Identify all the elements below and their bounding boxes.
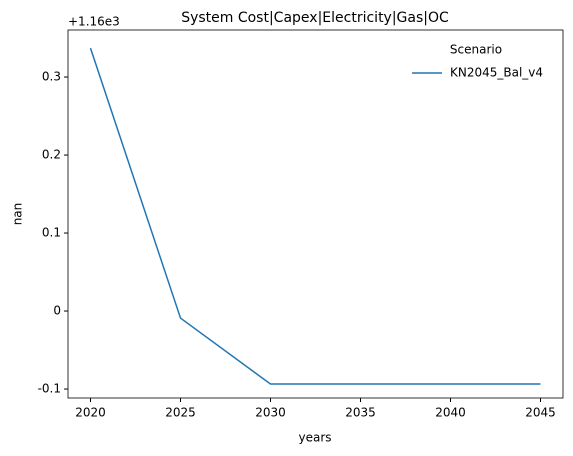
legend-label: KN2045_Bal_v4: [450, 66, 543, 80]
x-tick-label: 2025: [165, 406, 196, 420]
y-tick-label: 0: [53, 304, 61, 318]
legend-title: Scenario: [450, 43, 502, 57]
x-tick-label: 2045: [525, 406, 556, 420]
y-tick-label: -0.1: [38, 382, 61, 396]
y-tick-label: 0.3: [42, 70, 61, 84]
x-tick-label: 2040: [435, 406, 466, 420]
series-line: [89, 47, 541, 385]
y-offset-text: +1.16e3: [68, 15, 120, 29]
x-axis-label: years: [298, 431, 331, 445]
y-axis-label: nan: [11, 203, 25, 226]
y-tick-label: 0.1: [42, 226, 61, 240]
y-tick-label: 0.2: [42, 148, 61, 162]
chart-title: System Cost|Capex|Electricity|Gas|OC: [181, 10, 449, 26]
x-tick-label: 2030: [255, 406, 286, 420]
x-tick-label: 2020: [75, 406, 106, 420]
x-tick-label: 2035: [345, 406, 376, 420]
plot-frame: [67, 29, 564, 399]
